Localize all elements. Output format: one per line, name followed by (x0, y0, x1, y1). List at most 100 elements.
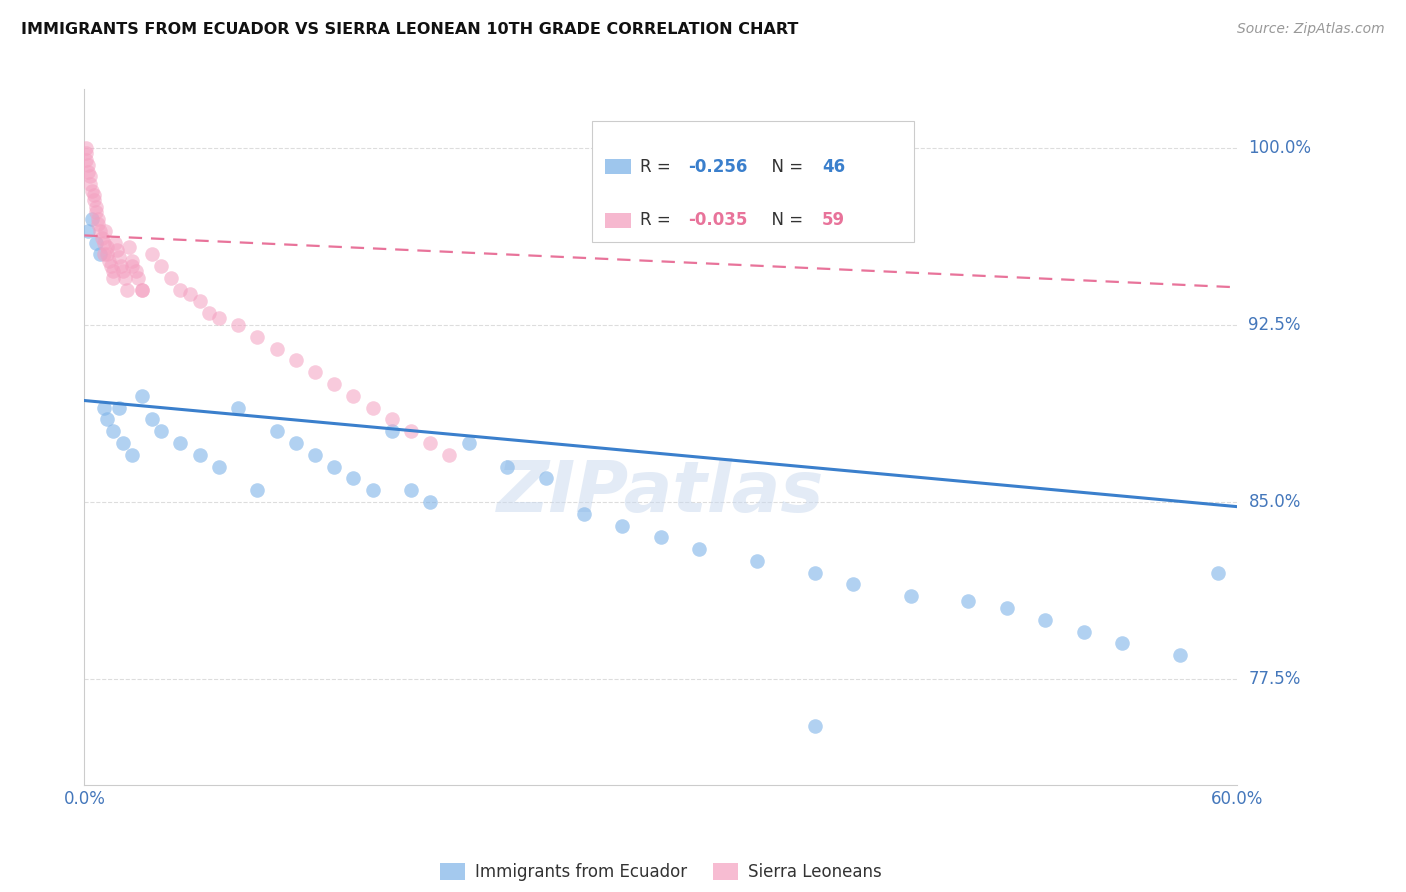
Point (98, 254, 121, 268)
Point (1168, 648, 1191, 663)
Point (803, 719, 825, 733)
Point (75, 153, 97, 167)
Point (246, 483, 269, 497)
Point (93, 401, 115, 415)
Text: ZIPatlas: ZIPatlas (498, 458, 824, 527)
Point (121, 448, 143, 462)
Point (80, 211, 103, 226)
Point (127, 271, 149, 285)
Point (361, 483, 384, 497)
Point (284, 353, 307, 368)
Text: IMMIGRANTS FROM ECUADOR VS SIERRA LEONEAN 10TH GRADE CORRELATION CHART: IMMIGRANTS FROM ECUADOR VS SIERRA LEONEA… (21, 22, 799, 37)
Point (169, 283, 191, 297)
Point (226, 318, 249, 332)
Point (121, 254, 143, 268)
Point (304, 448, 326, 462)
Point (96, 240, 118, 254)
Point (188, 448, 211, 462)
Point (90, 231, 112, 245)
Point (419, 436, 441, 450)
Point (141, 412, 163, 426)
Point (323, 377, 346, 392)
Bar (606, 159, 631, 175)
Point (84, 204, 107, 219)
Point (77, 158, 100, 172)
Point (1111, 636, 1133, 650)
Point (208, 459, 231, 474)
Point (188, 294, 211, 309)
Point (108, 401, 131, 415)
Point (361, 401, 384, 415)
Point (79, 177, 101, 191)
Point (103, 271, 124, 285)
Bar (606, 212, 631, 228)
Point (900, 589, 922, 603)
Point (1206, 566, 1229, 580)
Point (323, 459, 346, 474)
Point (77, 224, 100, 238)
Point (957, 594, 980, 608)
Text: 77.5%: 77.5% (1249, 670, 1301, 688)
Point (131, 389, 153, 403)
Point (650, 530, 672, 544)
Point (121, 259, 143, 273)
Point (226, 401, 249, 415)
Point (246, 330, 269, 344)
Text: N =: N = (761, 158, 808, 176)
Point (842, 577, 865, 591)
Point (103, 424, 124, 438)
Point (439, 448, 461, 462)
Point (75, 145, 97, 160)
Point (534, 471, 557, 485)
Point (115, 283, 138, 297)
Point (169, 436, 191, 450)
Point (83, 193, 105, 207)
Point (342, 471, 364, 485)
Point (496, 459, 519, 474)
Point (141, 247, 163, 261)
Text: 85.0%: 85.0% (1249, 493, 1301, 511)
Point (93, 235, 115, 250)
Point (612, 518, 634, 533)
Text: 59: 59 (823, 211, 845, 229)
Text: R =: R = (640, 211, 676, 229)
Point (419, 495, 441, 509)
Point (150, 424, 173, 438)
Point (111, 264, 134, 278)
Point (108, 250, 131, 264)
Point (110, 259, 132, 273)
Legend: Immigrants from Ecuador, Sierra Leoneans: Immigrants from Ecuador, Sierra Leoneans (433, 856, 889, 888)
Text: 46: 46 (823, 158, 845, 176)
Point (266, 424, 288, 438)
Point (77, 165, 100, 179)
Point (103, 264, 124, 278)
Text: -0.035: -0.035 (689, 211, 748, 229)
Point (96, 412, 118, 426)
Point (399, 483, 422, 497)
Point (381, 424, 404, 438)
Point (208, 310, 231, 325)
Point (105, 243, 128, 257)
Point (803, 566, 825, 580)
Point (87, 217, 110, 231)
Point (96, 247, 118, 261)
Point (89, 224, 111, 238)
Point (114, 271, 136, 285)
Text: 100.0%: 100.0% (1249, 139, 1312, 157)
Point (93, 247, 115, 261)
FancyBboxPatch shape (592, 120, 914, 243)
Point (179, 287, 201, 301)
Point (131, 283, 153, 297)
Point (284, 436, 307, 450)
Point (457, 436, 479, 450)
Point (125, 264, 148, 278)
Text: Source: ZipAtlas.com: Source: ZipAtlas.com (1237, 22, 1385, 37)
Point (1033, 613, 1056, 627)
Point (995, 601, 1018, 615)
Point (304, 365, 326, 379)
Point (381, 412, 404, 426)
Text: -0.256: -0.256 (689, 158, 748, 176)
Point (572, 507, 595, 521)
Point (745, 554, 768, 568)
Point (342, 389, 364, 403)
